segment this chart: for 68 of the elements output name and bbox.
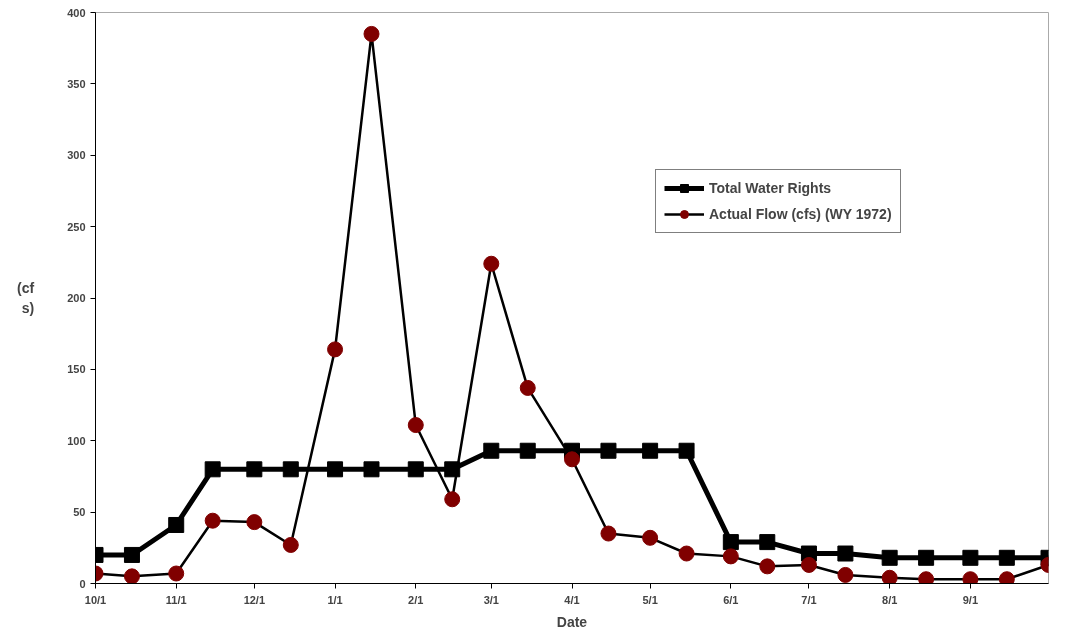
point: [918, 571, 935, 584]
point: [519, 442, 536, 459]
point: [282, 536, 299, 553]
point: [600, 525, 617, 542]
point: [642, 529, 659, 546]
x-tick-label: 1/1: [327, 593, 343, 606]
point: [407, 461, 424, 478]
y-tick-label: 200: [67, 292, 86, 304]
x-tick-label: 12/1: [243, 593, 266, 606]
x-tick-label: 5/1: [642, 593, 658, 606]
point: [483, 255, 500, 272]
point: [600, 442, 617, 459]
y-tick-label: 350: [67, 77, 86, 90]
point: [837, 566, 854, 583]
point: [363, 25, 380, 42]
point: [168, 516, 185, 533]
point: [881, 549, 898, 566]
legend-label: Actual Flow (cfs) (WY 1972): [709, 206, 892, 222]
point: [678, 545, 695, 562]
point: [282, 461, 299, 478]
y-tick-label: 100: [67, 434, 86, 447]
point: [123, 546, 140, 563]
point: [918, 549, 935, 566]
point: [962, 549, 979, 566]
y-tick-label: 50: [73, 506, 86, 519]
y-tick-label: 300: [67, 149, 86, 162]
y-tick-label: 250: [67, 220, 86, 233]
point: [483, 442, 500, 459]
point: [246, 461, 263, 478]
y-tick-label: 0: [79, 577, 86, 590]
point: [407, 417, 424, 434]
point: [722, 534, 739, 551]
x-tick-label: 11/1: [165, 593, 187, 606]
x-tick-label: 9/1: [962, 593, 979, 606]
y-axis-title: (cf s): [17, 280, 35, 316]
point: [204, 512, 221, 529]
point: [168, 565, 185, 582]
x-tick-label: 7/1: [801, 593, 817, 606]
point: [962, 571, 979, 584]
point: [519, 379, 536, 396]
point: [246, 514, 263, 531]
point: [800, 556, 817, 573]
y-tick-label: 150: [67, 363, 86, 376]
x-tick-label: 4/1: [564, 593, 580, 606]
point: [327, 341, 344, 358]
legend-label: Total Water Rights: [709, 180, 832, 196]
point: [759, 558, 776, 575]
point: [881, 569, 898, 584]
point: [722, 548, 739, 565]
point: [759, 534, 776, 551]
x-tick-label: 8/1: [882, 593, 898, 606]
x-tick-label: 6/1: [723, 593, 739, 606]
point: [678, 442, 695, 459]
point: [998, 549, 1015, 566]
point: [327, 461, 344, 478]
x-tick-label: 3/1: [483, 593, 499, 606]
point: [564, 451, 580, 468]
point: [363, 461, 380, 478]
point: [998, 571, 1015, 584]
point: [123, 568, 140, 584]
x-tick-label: 2/1: [408, 593, 424, 606]
point: [642, 442, 659, 459]
x-axis-title: Date: [556, 613, 588, 630]
y-tick-label: 400: [67, 6, 86, 19]
x-tick-label: 10/1: [84, 593, 107, 606]
point: [444, 491, 461, 508]
point: [204, 461, 221, 478]
point: [837, 545, 854, 562]
